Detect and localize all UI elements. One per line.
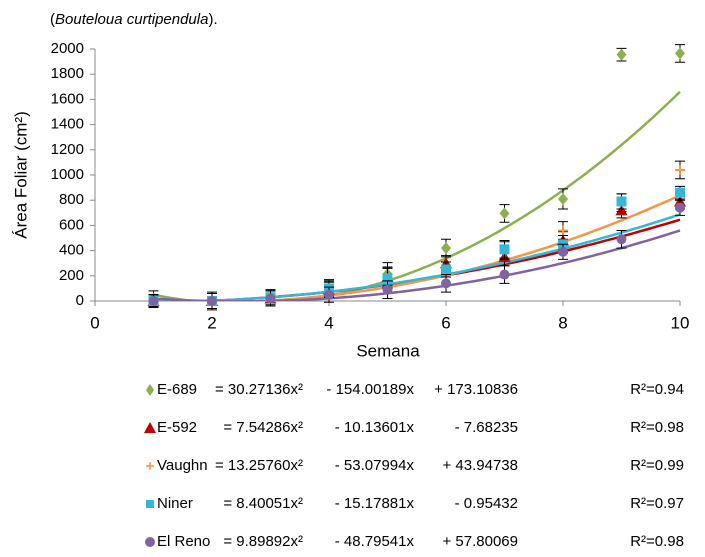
marker [616, 234, 627, 245]
fit-term: = 13.25760x² [215, 457, 303, 474]
y-tick-label: 2000 [51, 40, 84, 57]
y-tick-label: 0 [76, 292, 84, 309]
fit-term: - 15.17881x [335, 495, 415, 512]
fit-curve [153, 229, 681, 301]
subtitle-part: ). [208, 11, 217, 28]
y-tick-label: 1400 [51, 116, 84, 133]
y-tick-label: 600 [59, 216, 84, 233]
y-tick-label: 800 [59, 191, 84, 208]
fit-term: - 10.13601x [335, 419, 415, 436]
marker [558, 192, 568, 205]
legend-swatch [146, 500, 154, 508]
fit-term: = 7.54286x² [223, 419, 303, 436]
x-tick-label: 10 [671, 313, 690, 332]
subtitle-part: ( [50, 11, 55, 28]
legend-entry: Vaughn = 13.25760x² - 53.07994x + 43.94738 R… [146, 457, 684, 474]
fit-curve [153, 194, 681, 301]
y-tick-label: 1600 [51, 90, 84, 107]
fit-term: + 43.94738 [443, 457, 519, 474]
fit-term: - 53.07994x [335, 457, 415, 474]
fit-term: - 154.00189x [326, 381, 414, 398]
y-axis-label: Área Foliar (cm²) [11, 111, 30, 239]
marker [675, 47, 685, 60]
r-squared: R²=0.98 [630, 419, 684, 436]
y-tick-label: 1200 [51, 141, 84, 158]
r-squared: R²=0.97 [630, 495, 684, 512]
marker [558, 225, 568, 236]
x-tick-label: 4 [324, 313, 333, 332]
fit-term: = 30.27136x² [215, 381, 303, 398]
marker [265, 293, 276, 304]
marker [558, 246, 568, 257]
marker [207, 296, 217, 306]
marker [675, 164, 685, 175]
marker [148, 296, 159, 306]
legend-label: E-592 [157, 419, 197, 436]
r-squared: R²=0.99 [630, 457, 684, 474]
marker [675, 187, 685, 198]
marker [441, 242, 451, 255]
fit-term: = 8.40051x² [223, 495, 303, 512]
legend-marker [146, 500, 154, 508]
fit-term: + 57.80069 [443, 533, 519, 550]
x-tick-label: 6 [441, 313, 450, 332]
fit-term: = 9.89892x² [223, 533, 303, 550]
r-squared: R²=0.94 [630, 381, 684, 398]
marker [499, 244, 510, 255]
legend-label: Vaughn [157, 457, 208, 474]
y-tick-label: 1000 [51, 166, 84, 183]
marker [499, 269, 510, 280]
legend-entry: El Reno = 9.89892x² - 48.79541x + 57.80069 R… [145, 533, 684, 550]
marker [324, 289, 334, 300]
legend-marker [146, 384, 154, 396]
marker [616, 48, 627, 61]
legend-entry: E-592 = 7.54286x² - 10.13601x - 7.68235 R²=0… [144, 419, 684, 436]
marker [675, 202, 685, 213]
legend-marker [145, 537, 155, 547]
legend-entry: Niner = 8.40051x² - 15.17881x - 0.95432 R²=0… [146, 495, 684, 512]
x-tick-label: 8 [558, 313, 567, 332]
plot-area [153, 90, 681, 301]
legend-label: E-689 [157, 381, 197, 398]
fit-term: - 0.95432 [455, 495, 518, 512]
legend-swatch [146, 384, 154, 396]
legend-swatch [145, 537, 155, 547]
legend-label: Niner [157, 495, 193, 512]
subtitle-part: Bouteloua curtipendula [55, 11, 208, 28]
legend-swatch [144, 422, 156, 433]
fit-curve [153, 90, 681, 301]
x-tick-label: 2 [207, 313, 216, 332]
legend-marker [146, 462, 154, 470]
fit-term: + 173.10836 [434, 381, 518, 398]
x-tick-label: 0 [90, 313, 99, 332]
legend-entry: E-689 = 30.27136x² - 154.00189x + 173.10836… [146, 381, 684, 398]
marker [616, 196, 627, 207]
marker [441, 264, 451, 275]
fit-curve [153, 213, 681, 301]
legend-label: El Reno [157, 533, 210, 550]
fit-term: - 7.68235 [455, 419, 518, 436]
y-tick-label: 400 [59, 242, 84, 259]
marker [382, 273, 393, 284]
marker [382, 284, 393, 295]
subtitle: (Bouteloua curtipendula). [50, 11, 218, 28]
x-axis-label: Semana [356, 341, 420, 360]
y-tick-label: 1800 [51, 65, 84, 82]
marker [441, 278, 451, 289]
legend-swatch [146, 462, 154, 470]
y-tick-label: 200 [59, 267, 84, 284]
r-squared: R²=0.98 [630, 533, 684, 550]
fit-term: - 48.79541x [335, 533, 415, 550]
marker [499, 207, 510, 220]
legend-marker [144, 422, 156, 433]
